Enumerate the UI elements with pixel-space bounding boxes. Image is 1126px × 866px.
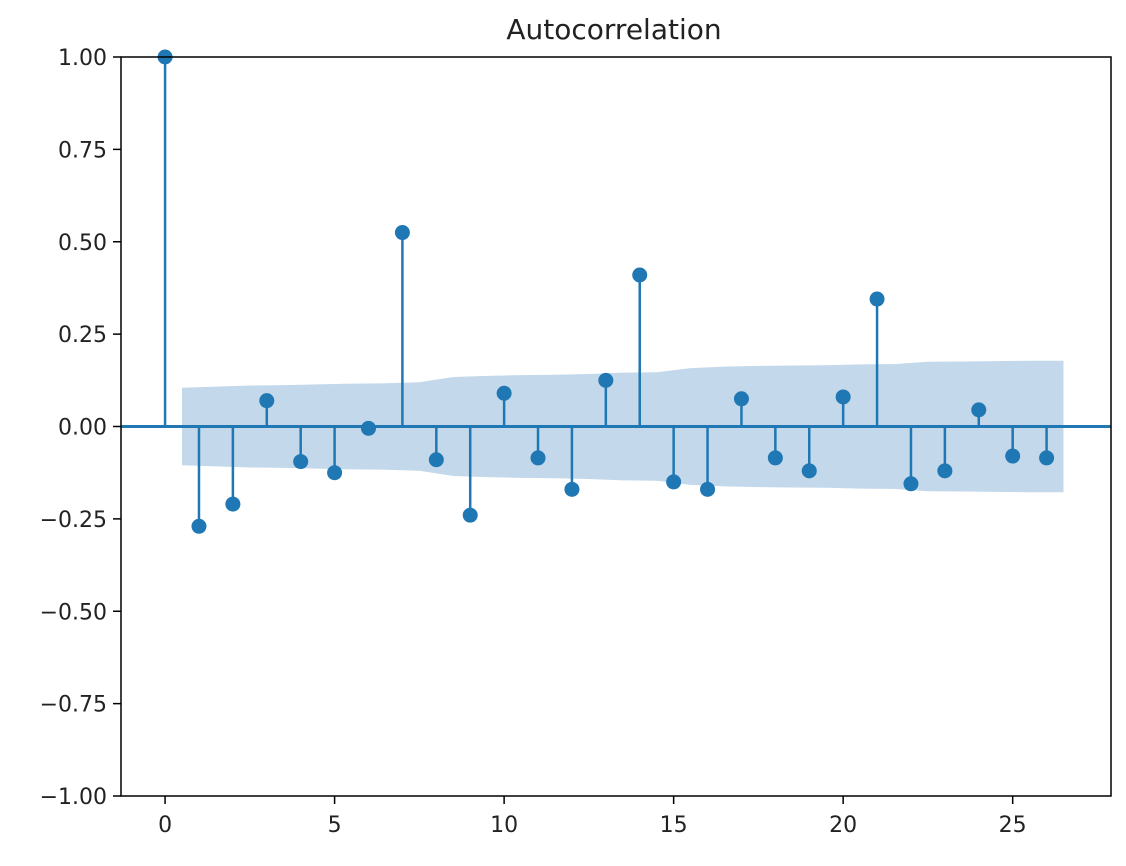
stem-marker — [564, 481, 580, 497]
stem-marker — [937, 463, 953, 479]
stem-marker — [496, 385, 512, 401]
y-tick-label: −0.25 — [40, 508, 107, 533]
stem-marker — [903, 476, 919, 492]
y-tick-label: −1.00 — [40, 785, 107, 810]
stem-marker — [394, 225, 410, 241]
stem-marker — [1005, 448, 1021, 464]
y-tick-label: −0.75 — [40, 693, 107, 718]
y-tick-label: 0.50 — [58, 231, 107, 256]
stem-marker — [971, 402, 987, 418]
y-tick-label: 1.00 — [58, 46, 107, 71]
x-tick-label: 25 — [999, 813, 1027, 838]
stem-marker — [1039, 450, 1055, 466]
stem-marker — [801, 463, 817, 479]
stem-marker — [869, 291, 885, 307]
stem-marker — [530, 450, 546, 466]
y-tick-label: 0.00 — [58, 416, 107, 441]
x-tick-label: 20 — [829, 813, 857, 838]
stem-marker — [327, 465, 343, 481]
x-tick-label: 10 — [490, 813, 518, 838]
y-tick-label: 0.25 — [58, 323, 107, 348]
stem-marker — [259, 393, 275, 409]
stem-marker — [666, 474, 682, 490]
stem-marker — [191, 518, 207, 534]
stem-marker — [462, 507, 478, 523]
stem-marker — [361, 420, 376, 436]
stem-marker — [767, 450, 783, 466]
chart-title: Autocorrelation — [506, 13, 721, 46]
stem-marker — [225, 496, 241, 512]
axes-layer: 1.00 0.75 0.50 0.25 0.00 −0.25 −0.50 −0.75 −1.00… — [40, 46, 1112, 838]
x-tick-label: 5 — [328, 813, 342, 838]
x-tick-label: 15 — [660, 813, 688, 838]
stem-marker — [598, 372, 614, 388]
stem-marker — [700, 481, 716, 497]
stem-marker — [733, 391, 749, 407]
stem-marker — [835, 389, 851, 405]
y-tick-label: 0.75 — [58, 138, 107, 163]
stem-marker — [293, 454, 309, 470]
stem-marker — [428, 452, 444, 468]
y-tick-label: −0.50 — [40, 600, 107, 625]
x-tick-label: 0 — [158, 813, 172, 838]
stem-layer — [157, 49, 1055, 534]
stem-marker — [632, 267, 648, 283]
